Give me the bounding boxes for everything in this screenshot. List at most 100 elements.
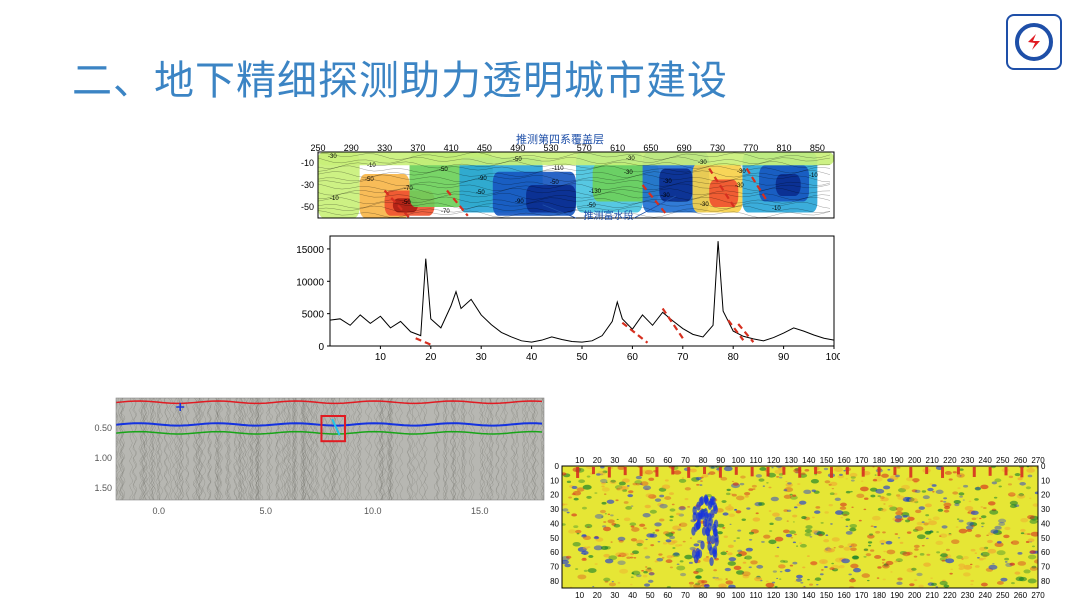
svg-text:190: 190	[890, 591, 904, 600]
svg-text:-10: -10	[367, 163, 376, 169]
svg-text:60: 60	[663, 456, 672, 465]
svg-text:70: 70	[681, 456, 690, 465]
svg-text:20: 20	[1041, 491, 1050, 500]
svg-text:10: 10	[550, 476, 559, 485]
svg-text:50: 50	[646, 456, 655, 465]
svg-text:40: 40	[526, 352, 538, 363]
svg-text:70: 70	[681, 591, 690, 600]
company-logo	[1006, 14, 1062, 70]
svg-text:20: 20	[593, 456, 602, 465]
svg-text:50: 50	[550, 534, 559, 543]
svg-text:80: 80	[699, 591, 708, 600]
svg-text:70: 70	[1041, 562, 1050, 571]
svg-text:-50: -50	[550, 180, 559, 186]
radar-heatmap-chart: 10 10 20 20 30 30 40 40 50 50 60 60 70 70 80 80 90 90 100 1…	[540, 452, 1060, 602]
svg-text:170: 170	[855, 456, 869, 465]
svg-text:220: 220	[943, 591, 957, 600]
svg-text:10000: 10000	[296, 277, 324, 288]
svg-text:-10: -10	[809, 173, 818, 179]
svg-text:220: 220	[943, 456, 957, 465]
svg-text:230: 230	[961, 591, 975, 600]
svg-text:15.0: 15.0	[471, 506, 489, 516]
svg-text:150: 150	[820, 591, 834, 600]
svg-text:40: 40	[550, 519, 559, 528]
svg-text:70: 70	[677, 352, 689, 363]
svg-text:210: 210	[926, 591, 940, 600]
svg-text:-10: -10	[330, 196, 339, 202]
svg-text:5000: 5000	[302, 310, 325, 321]
svg-text:240: 240	[978, 456, 992, 465]
svg-text:240: 240	[978, 591, 992, 600]
svg-text:-50: -50	[402, 200, 411, 206]
svg-text:-30: -30	[663, 179, 672, 185]
svg-text:210: 210	[926, 456, 940, 465]
svg-text:90: 90	[716, 456, 725, 465]
svg-text:0: 0	[1041, 462, 1046, 471]
svg-text:200: 200	[908, 591, 922, 600]
svg-text:80: 80	[728, 352, 740, 363]
svg-text:260: 260	[1014, 591, 1028, 600]
svg-text:30: 30	[610, 591, 619, 600]
svg-text:-90: -90	[515, 199, 524, 205]
svg-text:20: 20	[593, 591, 602, 600]
svg-text:130: 130	[785, 456, 799, 465]
svg-text:-10: -10	[301, 158, 314, 168]
svg-text:-30: -30	[626, 156, 635, 162]
svg-text:1.50: 1.50	[94, 483, 112, 493]
svg-text:15000: 15000	[296, 245, 324, 256]
svg-text:-30: -30	[735, 183, 744, 189]
svg-text:-50: -50	[587, 203, 596, 209]
svg-text:270: 270	[1031, 591, 1045, 600]
svg-text:10.0: 10.0	[364, 506, 382, 516]
svg-text:90: 90	[778, 352, 790, 363]
svg-text:150: 150	[820, 456, 834, 465]
svg-text:30: 30	[476, 352, 488, 363]
svg-text:100: 100	[826, 352, 840, 363]
svg-text:160: 160	[837, 591, 851, 600]
svg-text:-70: -70	[441, 209, 450, 215]
svg-text:推测富水段: 推测富水段	[583, 209, 633, 222]
svg-text:250: 250	[996, 456, 1010, 465]
svg-text:80: 80	[550, 577, 559, 586]
svg-text:60: 60	[663, 591, 672, 600]
svg-text:-30: -30	[661, 193, 670, 199]
svg-text:0.0: 0.0	[153, 506, 166, 516]
svg-text:40: 40	[628, 591, 637, 600]
svg-text:130: 130	[785, 591, 799, 600]
svg-text:120: 120	[767, 591, 781, 600]
svg-text:50: 50	[1041, 534, 1050, 543]
svg-text:1.00: 1.00	[94, 453, 112, 463]
svg-text:70: 70	[550, 562, 559, 571]
svg-text:-10: -10	[772, 206, 781, 212]
svg-text:10: 10	[1041, 476, 1050, 485]
svg-text:140: 140	[802, 591, 816, 600]
svg-text:-50: -50	[476, 190, 485, 196]
line-chart: 050001000015000102030405060708090100	[280, 228, 840, 368]
svg-text:-30: -30	[700, 202, 709, 208]
svg-text:190: 190	[890, 456, 904, 465]
svg-text:-130: -130	[589, 189, 602, 195]
svg-text:30: 30	[610, 456, 619, 465]
svg-text:160: 160	[837, 456, 851, 465]
svg-text:-30: -30	[698, 160, 707, 166]
svg-text:0: 0	[318, 342, 324, 353]
svg-text:40: 40	[628, 456, 637, 465]
svg-text:30: 30	[1041, 505, 1050, 514]
svg-text:-50: -50	[439, 167, 448, 173]
svg-text:100: 100	[732, 456, 746, 465]
svg-text:0: 0	[555, 462, 560, 471]
svg-text:60: 60	[1041, 548, 1050, 557]
svg-text:30: 30	[550, 505, 559, 514]
svg-text:-30: -30	[624, 170, 633, 176]
svg-text:-30: -30	[737, 169, 746, 175]
svg-text:-30: -30	[301, 180, 314, 190]
svg-text:0.50: 0.50	[94, 423, 112, 433]
svg-text:20: 20	[550, 491, 559, 500]
svg-text:20: 20	[425, 352, 437, 363]
contour-chart: 推测第四系覆盖层25029033037041045049053057061065…	[280, 132, 840, 224]
svg-text:-90: -90	[478, 176, 487, 182]
svg-text:80: 80	[1041, 577, 1050, 586]
svg-text:-30: -30	[328, 154, 337, 160]
svg-text:90: 90	[716, 591, 725, 600]
slide-title: 二、地下精细探测助力透明城市建设	[72, 48, 728, 106]
